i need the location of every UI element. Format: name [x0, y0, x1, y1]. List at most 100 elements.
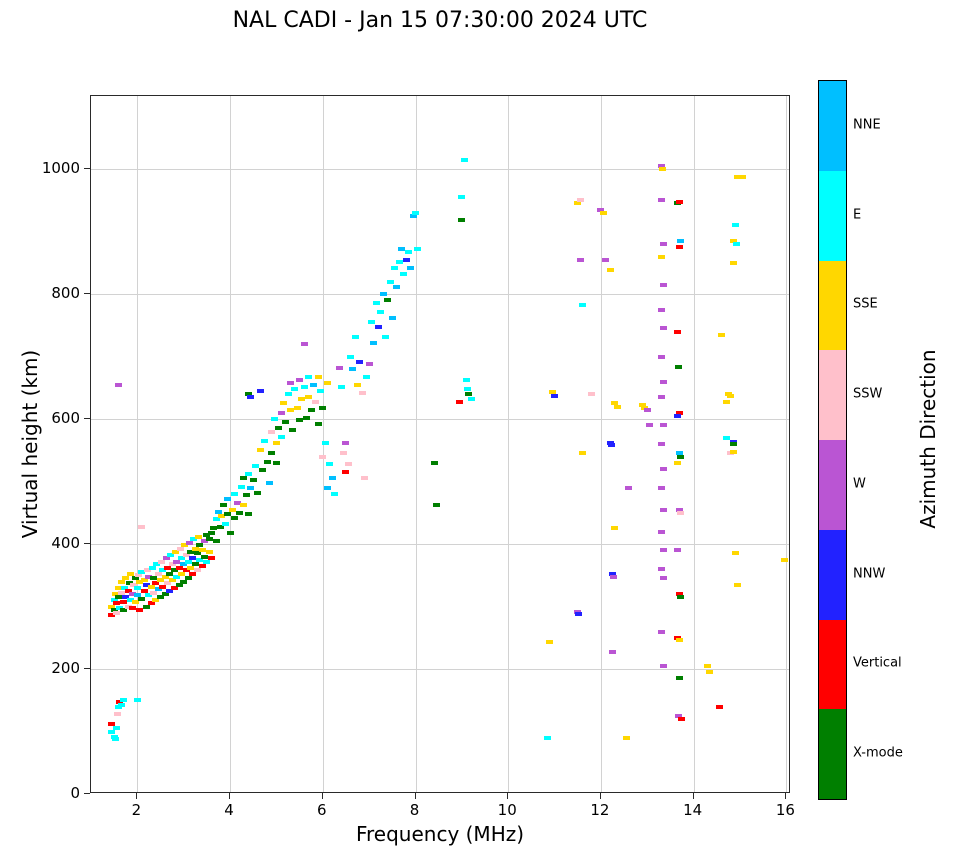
colorbar-entry-label: W: [853, 476, 866, 492]
data-point: [115, 382, 123, 387]
colorbar-segment-sse: [819, 260, 846, 351]
data-point: [361, 476, 368, 481]
data-point: [245, 392, 253, 397]
data-point: [780, 557, 788, 562]
data-point: [286, 407, 294, 412]
gridline-horizontal: [91, 169, 789, 171]
data-point: [112, 601, 120, 606]
data-point: [114, 712, 122, 716]
data-point: [386, 279, 394, 284]
data-point: [323, 485, 331, 490]
data-point: [675, 713, 683, 718]
data-point: [407, 265, 415, 270]
data-point: [660, 663, 668, 668]
data-point: [335, 365, 343, 370]
data-point: [300, 342, 308, 347]
data-point: [367, 320, 375, 325]
data-point: [175, 582, 183, 587]
data-point: [144, 568, 152, 573]
data-point: [300, 384, 308, 389]
y-axis-label: Virtual height (km): [18, 349, 42, 539]
data-point: [259, 468, 267, 473]
data-point: [296, 378, 304, 383]
data-point: [175, 565, 183, 570]
data-point: [730, 442, 738, 447]
x-tick-label: 2: [131, 801, 142, 819]
data-point: [660, 242, 668, 247]
data-point: [734, 175, 742, 180]
data-point: [729, 260, 737, 265]
data-point: [677, 238, 685, 243]
data-point: [112, 610, 120, 615]
data-point: [117, 590, 125, 595]
gridline-vertical: [415, 96, 417, 792]
data-point: [111, 737, 119, 741]
data-point: [291, 387, 299, 392]
data-point: [676, 245, 684, 250]
data-point: [395, 259, 403, 264]
data-point: [108, 722, 116, 726]
data-point: [133, 698, 141, 703]
data-point: [116, 699, 124, 704]
data-point: [340, 451, 348, 456]
colorbar-segment-nnw: [819, 529, 846, 620]
data-point: [191, 562, 199, 567]
data-point: [189, 572, 197, 577]
gridline-vertical: [693, 96, 695, 792]
data-point: [414, 247, 422, 252]
data-point: [170, 568, 178, 573]
data-point: [247, 485, 255, 490]
data-point: [214, 509, 222, 514]
data-point: [240, 476, 248, 481]
data-point: [606, 440, 614, 445]
data-point: [152, 598, 160, 603]
data-point: [235, 510, 243, 515]
data-point: [578, 303, 586, 308]
data-point: [578, 451, 586, 456]
data-point: [351, 334, 359, 339]
data-point: [657, 485, 665, 490]
data-point: [717, 332, 725, 337]
data-point: [168, 562, 176, 567]
data-point: [732, 242, 740, 247]
data-point: [272, 440, 280, 445]
data-point: [162, 555, 170, 560]
data-point: [140, 578, 148, 583]
data-point: [660, 423, 668, 428]
data-point: [277, 410, 285, 415]
colorbar-entry-label: E: [853, 207, 862, 223]
data-point: [330, 492, 338, 497]
x-tick-label: 12: [590, 801, 610, 819]
data-point: [405, 249, 413, 254]
data-point: [136, 579, 144, 584]
data-point: [277, 434, 285, 439]
data-point: [676, 451, 684, 456]
data-point: [195, 534, 203, 539]
data-point: [377, 309, 385, 314]
data-point: [125, 580, 133, 585]
x-tick-label: 16: [775, 801, 795, 819]
data-point: [145, 574, 153, 579]
data-point: [305, 395, 313, 400]
y-tick-mark: [84, 293, 90, 295]
data-point: [118, 702, 126, 707]
data-point: [201, 538, 209, 543]
data-point: [611, 526, 619, 531]
data-point: [660, 507, 668, 512]
data-point: [314, 422, 322, 427]
colorbar-segment-vertical: [819, 619, 846, 710]
data-point: [119, 698, 127, 703]
x-tick-mark: [229, 793, 231, 799]
data-point: [310, 382, 318, 387]
data-point: [133, 585, 141, 590]
data-point: [388, 315, 396, 320]
data-point: [677, 594, 685, 599]
data-point: [548, 390, 556, 395]
data-point: [731, 223, 739, 228]
data-point: [173, 574, 181, 579]
data-point: [117, 579, 125, 584]
data-point: [138, 524, 146, 529]
data-point: [279, 401, 287, 406]
data-point: [657, 307, 665, 312]
data-point: [677, 510, 685, 515]
